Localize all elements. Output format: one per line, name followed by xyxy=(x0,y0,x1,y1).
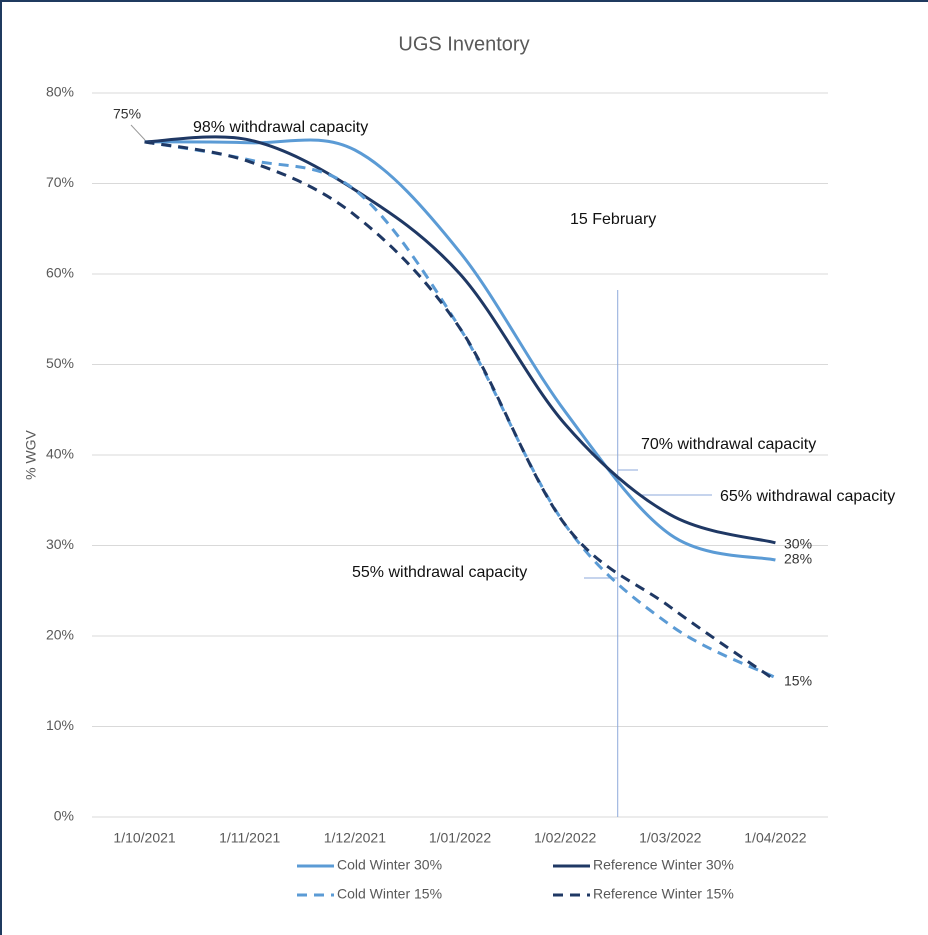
y-tick-label: 40% xyxy=(46,446,74,462)
annotation: 30% xyxy=(784,536,812,552)
y-tick-label: 50% xyxy=(46,355,74,371)
x-tick-label: 1/10/2021 xyxy=(113,830,175,846)
legend-label: Reference Winter 15% xyxy=(593,886,734,902)
x-tick-label: 1/01/2022 xyxy=(429,830,491,846)
y-tick-label: 10% xyxy=(46,717,74,733)
chart-title: UGS Inventory xyxy=(398,33,529,55)
legend-label: Cold Winter 15% xyxy=(337,886,442,902)
annotation: 15% xyxy=(784,673,812,689)
annotation: 75% xyxy=(113,106,141,122)
y-tick-label: 30% xyxy=(46,536,74,552)
annotation: 15 February xyxy=(570,211,656,228)
annotation: 70% withdrawal capacity xyxy=(641,436,816,453)
y-tick-label: 60% xyxy=(46,265,74,281)
y-tick-label: 0% xyxy=(54,808,74,824)
legend-label: Cold Winter 30% xyxy=(337,857,442,873)
x-tick-label: 1/04/2022 xyxy=(744,830,806,846)
x-tick-label: 1/11/2021 xyxy=(219,830,280,846)
annotation: 65% withdrawal capacity xyxy=(720,488,895,505)
legend-label: Reference Winter 30% xyxy=(593,857,734,873)
y-tick-label: 20% xyxy=(46,627,74,643)
x-tick-label: 1/03/2022 xyxy=(639,830,701,846)
x-tick-label: 1/12/2021 xyxy=(324,830,386,846)
y-tick-label: 70% xyxy=(46,174,74,190)
annotation: 55% withdrawal capacity xyxy=(352,564,527,581)
x-tick-label: 1/02/2022 xyxy=(534,830,596,846)
line-series xyxy=(144,140,777,682)
annotation: 28% xyxy=(784,551,812,567)
annotation: 98% withdrawal capacity xyxy=(193,119,368,136)
y-tick-label: 80% xyxy=(46,84,74,100)
line-series xyxy=(144,135,776,545)
annotation-leader xyxy=(130,124,146,141)
line-series xyxy=(144,140,777,679)
line-series xyxy=(144,138,776,562)
y-axis-label: % WGV xyxy=(23,429,39,479)
